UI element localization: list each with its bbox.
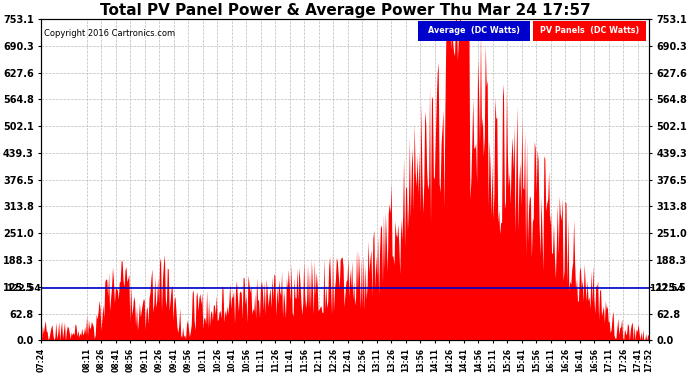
Bar: [533, 21, 646, 42]
Text: PV Panels  (DC Watts): PV Panels (DC Watts): [540, 27, 639, 36]
Title: Total PV Panel Power & Average Power Thu Mar 24 17:57: Total PV Panel Power & Average Power Thu…: [99, 3, 591, 18]
Text: 122.54: 122.54: [6, 284, 41, 292]
Text: Average  (DC Watts): Average (DC Watts): [428, 27, 520, 36]
Text: Copyright 2016 Cartronics.com: Copyright 2016 Cartronics.com: [44, 28, 175, 38]
Bar: [418, 21, 530, 42]
Text: 122.54: 122.54: [649, 284, 684, 292]
